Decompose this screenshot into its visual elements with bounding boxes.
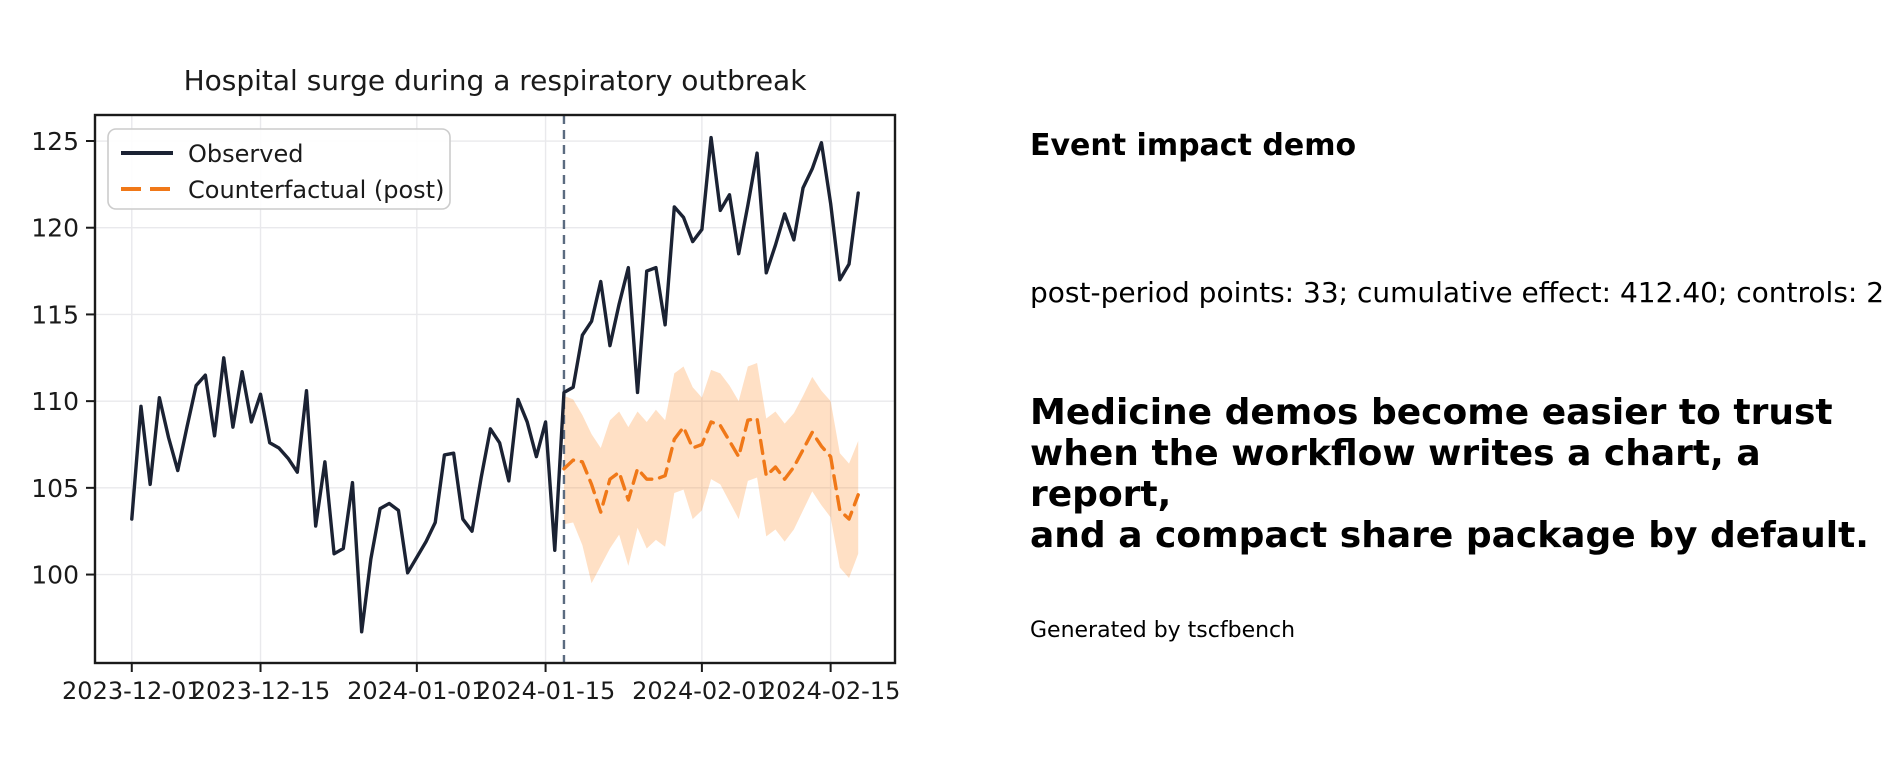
panel-stats-line: post-period points: 33; cumulative effec…	[1030, 276, 1885, 309]
x-tick-label: 2024-01-01	[347, 677, 486, 705]
summary-panel: Event impact demo post-period points: 33…	[1030, 0, 1903, 781]
counterfactual-band	[563, 362, 859, 584]
y-tick-label: 110	[31, 387, 79, 416]
panel-heading: Event impact demo	[1030, 128, 1357, 163]
x-tick-label: 2023-12-01	[62, 677, 201, 705]
y-tick-label: 115	[31, 300, 79, 329]
x-tick-label: 2024-01-15	[476, 677, 615, 705]
y-tick-label: 120	[31, 214, 79, 243]
legend-counterfactual-label: Counterfactual (post)	[188, 176, 444, 204]
legend-box	[107, 128, 451, 210]
x-tick-label: 2023-12-15	[191, 677, 330, 705]
panel-footer: Generated by tscfbench	[1030, 618, 1296, 643]
panel-paragraph: Medicine demos become easier to trust wh…	[1030, 392, 1869, 556]
x-tick-label: 2024-02-01	[632, 677, 771, 705]
observed-line	[130, 135, 860, 634]
y-tick-label: 105	[31, 474, 79, 503]
x-tick-label: 2024-02-15	[761, 677, 900, 705]
chart-title: Hospital surge during a respiratory outb…	[184, 64, 808, 97]
y-tick-label: 125	[31, 127, 79, 156]
plot-border	[93, 113, 897, 665]
legend-observed-label: Observed	[188, 140, 303, 168]
counterfactual-line	[562, 416, 860, 521]
y-tick-label: 100	[31, 561, 79, 590]
